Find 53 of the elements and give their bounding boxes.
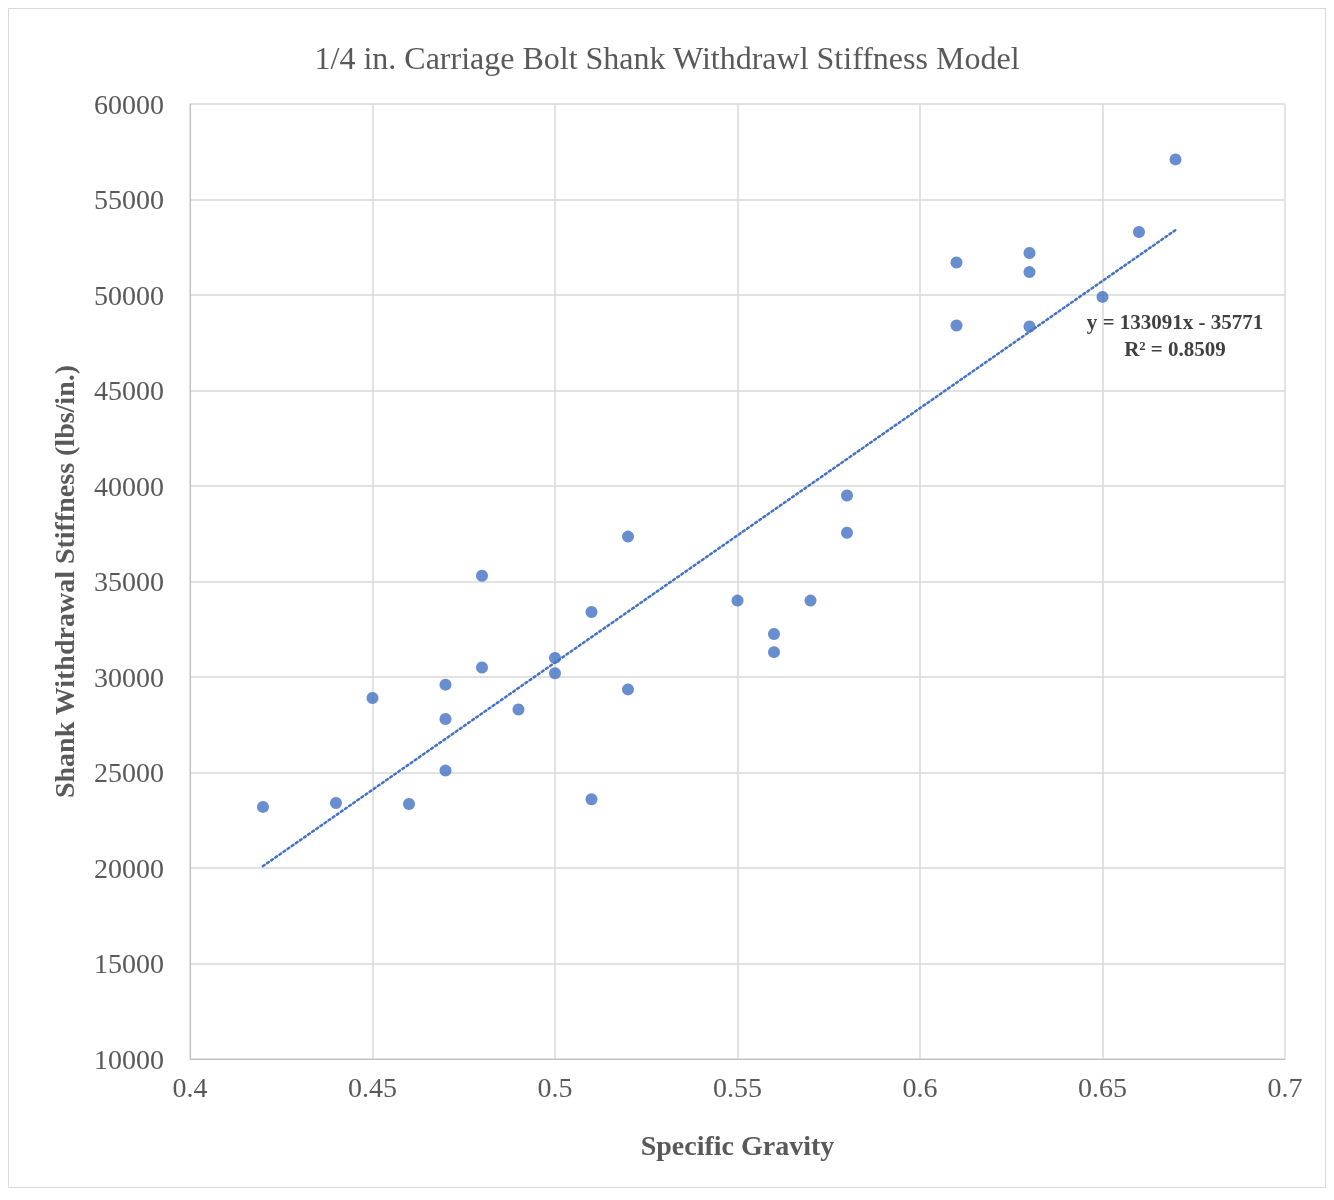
x-tick-label: 0.65 xyxy=(1078,1071,1127,1103)
y-tick-label: 45000 xyxy=(94,375,164,406)
point xyxy=(585,793,598,806)
point xyxy=(622,683,634,696)
y-tick-label: 35000 xyxy=(94,566,164,597)
point xyxy=(476,661,488,674)
point xyxy=(330,797,342,810)
point xyxy=(366,692,379,705)
y-tick-label: 20000 xyxy=(94,852,164,884)
y-axis-title: Shank Withdrawal Stiffness (lbs/in.) xyxy=(48,364,80,799)
y-tick-label: 55000 xyxy=(94,184,164,215)
point xyxy=(439,713,452,726)
point xyxy=(476,569,488,582)
point xyxy=(1023,266,1036,279)
y-tick-label: 25000 xyxy=(94,757,164,788)
x-axis-title: Specific Gravity xyxy=(640,1129,835,1161)
x-tick-label: 0.45 xyxy=(348,1071,397,1103)
annotation: y = 133091x - 35771 xyxy=(1086,309,1264,334)
point xyxy=(439,678,452,691)
point xyxy=(950,319,963,332)
x-tick-label: 0.55 xyxy=(713,1071,762,1103)
point xyxy=(731,594,744,607)
annotation: R² = 0.8509 xyxy=(1124,336,1226,361)
point xyxy=(768,646,780,659)
point xyxy=(585,606,598,619)
point xyxy=(1023,246,1036,259)
point xyxy=(768,628,780,641)
y-tick-label: 60000 xyxy=(94,88,164,120)
point xyxy=(257,800,269,813)
x-tick-label: 0.6 xyxy=(902,1071,938,1103)
y-tick-label: 40000 xyxy=(94,470,164,502)
point xyxy=(1096,290,1109,303)
point xyxy=(403,798,415,811)
point xyxy=(1133,225,1145,238)
point xyxy=(439,764,452,777)
y-tick-label: 50000 xyxy=(94,279,164,311)
chart-title: 1/4 in. Carriage Bolt Shank Withdrawl Stiffness Model xyxy=(314,40,1020,76)
point xyxy=(549,667,561,680)
point xyxy=(512,703,525,716)
point xyxy=(841,489,853,502)
x-tick-label: 0.4 xyxy=(172,1071,208,1103)
point xyxy=(950,256,963,269)
point xyxy=(549,651,561,664)
y-tick-label: 10000 xyxy=(94,1043,164,1075)
x-tick-label: 0.7 xyxy=(1267,1071,1303,1103)
point xyxy=(1023,320,1036,333)
y-tick-label: 30000 xyxy=(94,661,164,693)
point xyxy=(841,526,853,539)
y-tick-label: 15000 xyxy=(94,948,164,979)
point xyxy=(622,530,634,543)
point xyxy=(1169,153,1182,166)
x-tick-label: 0.5 xyxy=(537,1071,573,1103)
point xyxy=(804,594,817,607)
